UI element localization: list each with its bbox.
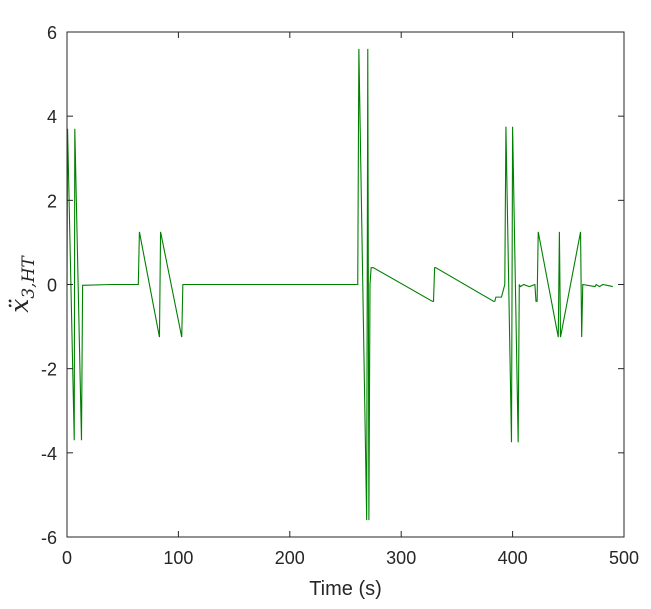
series-layer	[66, 48, 613, 521]
tick-layer: 0 100 200 300 400 500 -6 -4 -2 0 2 4 6	[41, 23, 639, 568]
y-tick-label: 0	[47, 276, 57, 296]
y-tick-label: 2	[47, 191, 57, 211]
x-axis-title: Time (s)	[309, 578, 382, 600]
y-axis-title-subscript: 3,HT	[19, 255, 39, 299]
x-tick-label: 400	[498, 548, 528, 568]
x-tick-label: 500	[609, 548, 639, 568]
y-tick-label: -2	[41, 360, 57, 380]
series-line	[66, 48, 613, 521]
y-tick-label: -4	[41, 444, 57, 464]
y-tick-label: 4	[47, 107, 57, 127]
x-tick-label: 200	[275, 548, 305, 568]
y-axis-title: ẍ3,HT	[5, 255, 39, 313]
y-tick-label: 6	[47, 23, 57, 43]
y-axis-title-symbol: ẍ	[5, 299, 34, 313]
x-tick-label: 100	[163, 548, 193, 568]
x-tick-label: 0	[62, 548, 72, 568]
y-tick-label: -6	[41, 528, 57, 548]
x-tick-label: 300	[386, 548, 416, 568]
